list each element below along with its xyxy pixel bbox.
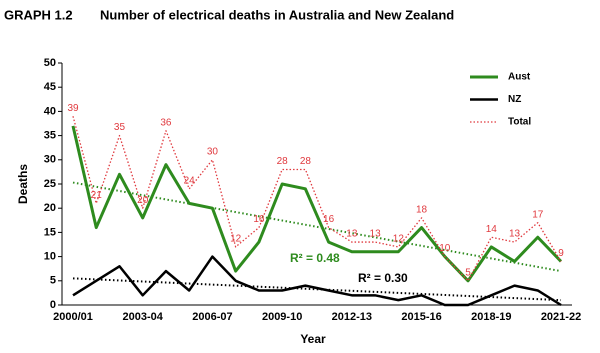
data-label: 13 [509,229,521,240]
y-tick-label: 40 [44,105,56,117]
y-tick-label: 45 [44,81,56,93]
data-label: 36 [160,117,172,128]
x-tick-label: 2003-04 [123,311,164,323]
x-tick-label: 2006-07 [192,311,232,323]
data-label: 39 [67,103,79,114]
x-tick-label: 2012-13 [332,311,372,323]
data-label: 16 [253,214,265,225]
data-label: 35 [114,122,126,133]
r-squared-label: R² = 0.48 [290,251,340,265]
y-tick-label: 0 [50,299,56,311]
data-label: 18 [416,205,428,216]
data-label: 14 [486,224,498,235]
y-tick-label: 20 [44,202,56,214]
legend-label: Total [508,117,531,128]
x-tick-label: 2000/01 [53,311,93,323]
data-label: 12 [393,234,405,245]
y-tick-label: 25 [44,178,56,190]
data-label: 20 [137,195,149,206]
y-tick-label: 5 [50,275,56,287]
data-label: 24 [184,175,196,186]
data-label: 10 [439,243,451,254]
data-label: 13 [370,229,382,240]
legend-label: NZ [508,94,521,105]
y-tick-label: 10 [44,251,56,263]
chart-title: Number of electrical deaths in Australia… [100,7,454,22]
x-tick-label: 2009-10 [262,311,302,323]
chart-title-label: GRAPH 1.2 [4,7,73,22]
data-label: 28 [300,156,312,167]
series-line [72,255,562,307]
series-line [71,125,563,283]
data-label: 17 [532,209,544,220]
y-axis-label: Deaths [16,164,30,204]
data-label: 5 [465,267,471,278]
legend-label: Aust [508,72,531,83]
y-tick-label: 15 [44,226,56,238]
data-label: 9 [558,248,564,259]
data-label: 16 [323,214,335,225]
r-squared-label: R² = 0.30 [358,271,408,285]
x-tick-label: 2018-19 [471,311,511,323]
y-tick-label: 30 [44,154,56,166]
data-label: 12 [230,234,242,245]
trendline [72,181,562,273]
x-axis-label: Year [300,332,326,346]
data-label: 13 [346,229,358,240]
x-tick-label: 2021-22 [541,311,581,323]
data-label: 28 [277,156,289,167]
data-label: 30 [207,146,219,157]
x-tick-label: 2015-16 [401,311,441,323]
y-tick-label: 50 [44,57,56,69]
data-label: 21 [91,190,103,201]
y-tick-label: 35 [44,130,56,142]
